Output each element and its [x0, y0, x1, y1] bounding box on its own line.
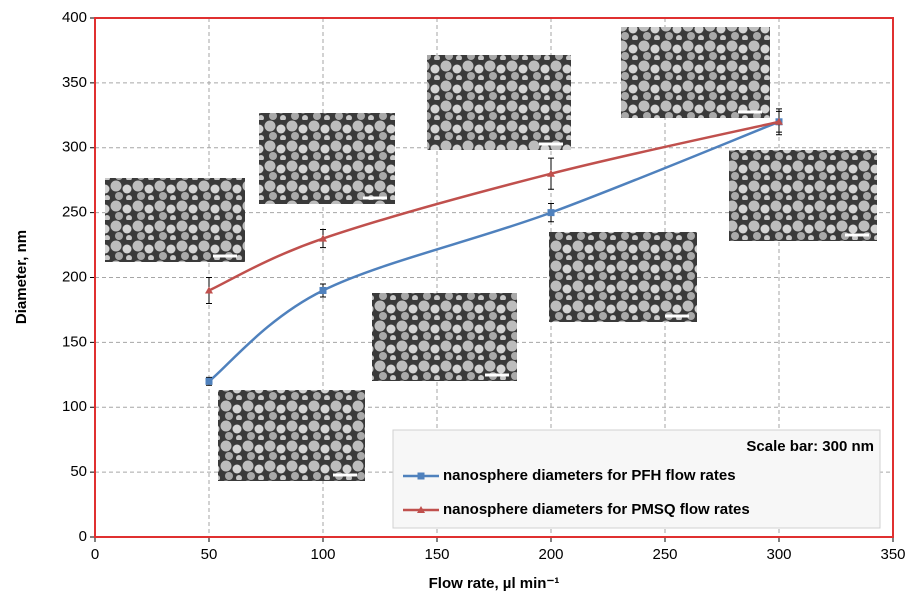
x-tick-label: 300: [766, 546, 791, 563]
legend-box: [392, 429, 881, 529]
x-tick-label: 0: [91, 546, 99, 563]
marker: [319, 234, 327, 242]
marker: [319, 286, 327, 294]
x-tick-label: 250: [652, 546, 677, 563]
y-tick-label: 200: [62, 268, 87, 285]
marker: [205, 286, 213, 294]
x-tick-label: 150: [424, 546, 449, 563]
legend-marker: [417, 472, 425, 480]
marker: [547, 169, 555, 177]
x-tick-label: 50: [201, 546, 218, 563]
sem-image: [259, 113, 395, 204]
y-axis-label: Diameter, nm: [13, 230, 30, 324]
sem-image: [218, 390, 365, 481]
marker: [775, 117, 783, 125]
legend-marker: [417, 506, 425, 513]
sem-image: [372, 293, 517, 381]
sem-insets: [105, 27, 877, 481]
marker: [547, 209, 555, 217]
y-tick-label: 400: [62, 9, 87, 26]
series-line: [208, 120, 780, 292]
y-tick-label: 0: [79, 528, 87, 545]
sem-image: [105, 178, 245, 262]
annotation: Scale bar: 300 nm: [746, 438, 874, 455]
y-tick-label: 350: [62, 74, 87, 91]
y-tick-label: 250: [62, 204, 87, 221]
x-tick-label: 100: [310, 546, 335, 563]
x-tick-label: 350: [880, 546, 905, 563]
marker: [205, 377, 213, 385]
legend-label: nanosphere diameters for PMSQ flow rates: [443, 501, 750, 518]
sem-image: [427, 55, 571, 150]
y-tick-label: 100: [62, 398, 87, 415]
y-tick-label: 150: [62, 333, 87, 350]
plot-frame: [94, 17, 894, 538]
sem-image: [549, 232, 697, 322]
x-axis-label: Flow rate, µl min⁻¹: [429, 575, 560, 592]
y-tick-label: 50: [70, 463, 87, 480]
sem-image: [729, 150, 877, 241]
y-tick-label: 300: [62, 139, 87, 156]
x-tick-label: 200: [538, 546, 563, 563]
sem-image: [621, 27, 770, 118]
series-line: [208, 120, 780, 383]
legend-label: nanosphere diameters for PFH flow rates: [443, 467, 736, 484]
